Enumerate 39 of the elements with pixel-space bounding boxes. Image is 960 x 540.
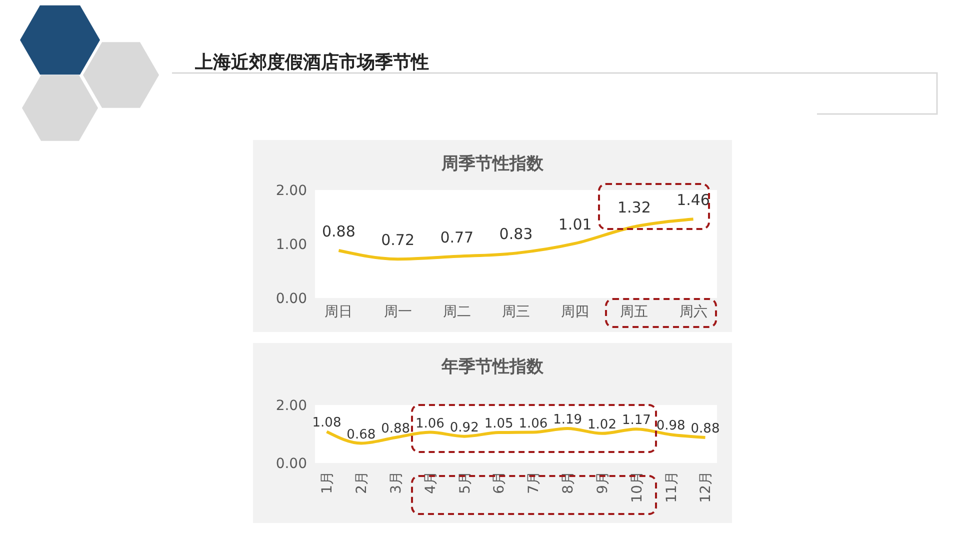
text: 上海近郊度假酒店市场季节性 bbox=[195, 51, 429, 74]
data-label: 0.83 bbox=[499, 225, 533, 244]
x-tick-label: 周五 bbox=[620, 304, 648, 320]
data-label: 1.19 bbox=[553, 412, 582, 428]
data-label: 0.88 bbox=[322, 222, 356, 240]
x-tick-label: 2月 bbox=[354, 471, 370, 494]
data-label: 1.06 bbox=[416, 416, 444, 432]
chart-title: 周季节性指数 bbox=[440, 153, 544, 175]
data-label: 1.06 bbox=[518, 416, 548, 432]
x-tick-label: 周六 bbox=[679, 304, 708, 320]
data-label: 1.46 bbox=[676, 191, 710, 210]
x-tick-label: 周四 bbox=[561, 304, 590, 320]
y-tick-label: 0.00 bbox=[276, 456, 307, 472]
x-tick-label: 周日 bbox=[324, 304, 353, 320]
x-tick-label: 周三 bbox=[502, 304, 530, 320]
x-tick-label: 周一 bbox=[384, 304, 412, 320]
data-label: 0.88 bbox=[690, 421, 720, 436]
data-label: 0.72 bbox=[381, 231, 415, 250]
data-label: 1.02 bbox=[588, 417, 616, 432]
data-label: 0.98 bbox=[656, 418, 686, 434]
data-label: 1.32 bbox=[617, 198, 651, 217]
data-label: 0.77 bbox=[440, 228, 474, 246]
y-tick-label: 1.00 bbox=[276, 236, 307, 253]
x-tick-label: 1月 bbox=[320, 471, 336, 494]
x-tick-label: 周二 bbox=[442, 304, 471, 320]
y-tick-label: 2.00 bbox=[276, 398, 307, 414]
data-label: 0.88 bbox=[381, 421, 410, 436]
data-label: 1.01 bbox=[558, 215, 592, 234]
data-label: 0.68 bbox=[346, 427, 376, 442]
y-tick-label: 0.00 bbox=[276, 290, 307, 307]
data-label: 1.17 bbox=[622, 413, 651, 428]
x-tick-label: 11月 bbox=[664, 471, 680, 503]
data-label: 1.08 bbox=[312, 416, 342, 431]
x-tick-label: 3月 bbox=[388, 471, 405, 494]
data-label: 0.92 bbox=[450, 420, 479, 436]
data-label: 1.05 bbox=[484, 416, 514, 432]
x-tick-label: 12月 bbox=[698, 471, 714, 503]
chart-title: 年季节性指数 bbox=[440, 356, 544, 378]
y-tick-label: 2.00 bbox=[276, 182, 307, 199]
